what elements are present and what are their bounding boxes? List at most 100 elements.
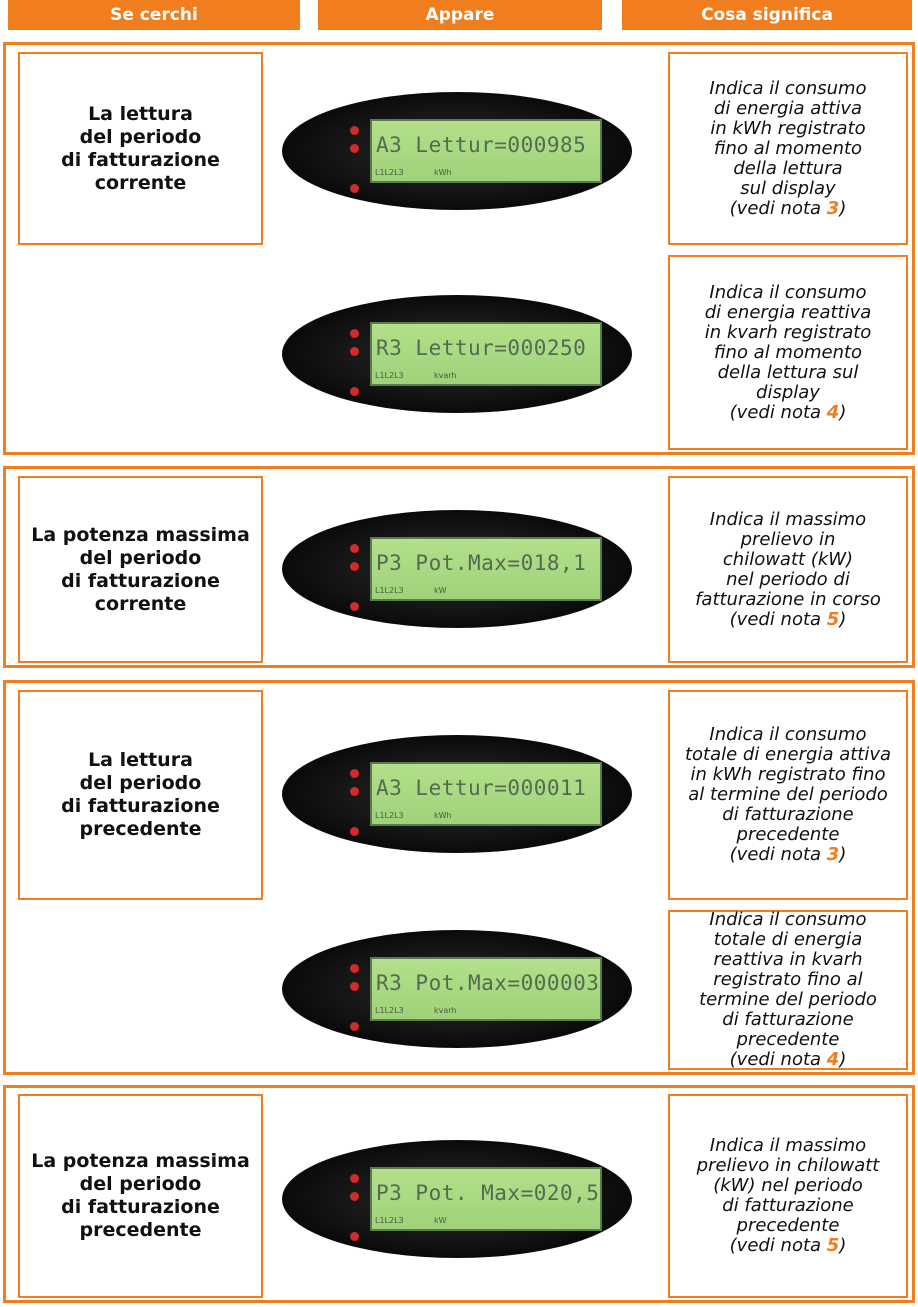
led	[350, 1022, 359, 1031]
lcd-screen: R3 Lettur=000250 L1L2L3 kvarh	[370, 322, 602, 386]
lcd-screen: A3 Lettur=000985 L1L2L3 kWh	[370, 119, 602, 183]
column-header: Cosa significa	[622, 0, 912, 30]
note-number: 5	[826, 1235, 840, 1256]
note: (vedi nota 5)	[730, 1236, 847, 1256]
lcd-unit: kW	[434, 586, 447, 595]
note-suffix: )	[839, 197, 847, 219]
led	[350, 1232, 359, 1241]
note-suffix: )	[839, 608, 847, 630]
note-prefix: (vedi nota	[729, 844, 827, 865]
note-suffix: )	[839, 844, 847, 865]
note: (vedi nota 4)	[729, 401, 847, 423]
note: (vedi nota 3)	[729, 197, 847, 219]
led	[350, 347, 359, 356]
lcd-screen: P3 Pot.Max=018,1 L1L2L3 kW	[370, 537, 602, 601]
meter-display: A3 Lettur=000985 L1L2L3 kWh	[282, 92, 632, 210]
led	[350, 544, 359, 553]
lcd-unit: kWh	[434, 168, 452, 177]
note-prefix: (vedi nota	[729, 1235, 827, 1256]
meaning-box: Indica il massimo prelievo in chilowatt …	[668, 476, 908, 663]
meaning-box: Indica il consumo totale di energia atti…	[668, 690, 908, 900]
note: (vedi nota 3)	[730, 845, 847, 865]
note: (vedi nota 5)	[729, 608, 847, 630]
search-label: La potenza massima del periodo di fattur…	[31, 1150, 250, 1241]
lcd-screen: A3 Lettur=000011 L1L2L3 kWh	[370, 762, 602, 826]
note-number: 3	[826, 197, 840, 219]
lcd-unit: kvarh	[434, 1006, 457, 1015]
section-frame	[3, 680, 915, 1075]
meaning-text: Indica il consumo totale di energia reat…	[699, 909, 877, 1050]
lcd-phases: L1L2L3	[375, 811, 404, 820]
led	[350, 184, 359, 193]
note-number: 4	[826, 1049, 840, 1070]
led	[350, 1174, 359, 1183]
lcd-screen: P3 Pot. Max=020,5 L1L2L3 kW	[370, 1167, 602, 1231]
lcd-unit: kvarh	[434, 371, 457, 380]
section-frame	[3, 466, 915, 668]
note-number: 4	[826, 401, 840, 423]
note-prefix: (vedi nota	[729, 1049, 827, 1070]
note-number: 3	[826, 844, 840, 865]
note-prefix: (vedi nota	[729, 401, 827, 423]
note-prefix: (vedi nota	[729, 197, 827, 219]
search-box: La potenza massima del periodo di fattur…	[18, 476, 263, 663]
meaning-text: Indica il massimo prelievo in chilowatt …	[696, 1135, 880, 1236]
led	[350, 827, 359, 836]
meaning-text: Indica il massimo prelievo in chilowatt …	[695, 508, 881, 610]
led	[350, 562, 359, 571]
lcd-text: R3 Lettur=000250	[376, 336, 587, 360]
meaning-box: Indica il massimo prelievo in chilowatt …	[668, 1094, 908, 1298]
lcd-phases: L1L2L3	[375, 168, 404, 177]
note: (vedi nota 4)	[730, 1050, 847, 1070]
led	[350, 602, 359, 611]
lcd-text: P3 Pot.Max=018,1	[376, 551, 587, 575]
led	[350, 982, 359, 991]
meaning-text: Indica il consumo totale di energia atti…	[684, 724, 892, 845]
meaning-text: Indica il consumo di energia attiva in k…	[709, 77, 867, 199]
meaning-box: Indica il consumo totale di energia reat…	[668, 910, 908, 1070]
meter-display: R3 Lettur=000250 L1L2L3 kvarh	[282, 295, 632, 413]
lcd-unit: kW	[434, 1216, 447, 1225]
lcd-unit: kWh	[434, 811, 452, 820]
note-suffix: )	[839, 401, 847, 423]
lcd-phases: L1L2L3	[375, 586, 404, 595]
led	[350, 329, 359, 338]
led	[350, 964, 359, 973]
section-frame	[3, 1085, 915, 1303]
note-suffix: )	[839, 1049, 847, 1070]
meter-display: P3 Pot. Max=020,5 L1L2L3 kW	[282, 1140, 632, 1258]
led	[350, 387, 359, 396]
note-suffix: )	[839, 1235, 847, 1256]
note-number: 5	[826, 608, 840, 630]
meter-display: R3 Pot.Max=000003 L1L2L3 kvarh	[282, 930, 632, 1048]
lcd-text: R3 Pot.Max=000003	[376, 971, 600, 995]
search-box: La lettura del periodo di fatturazione c…	[18, 52, 263, 245]
column-header: Appare	[318, 0, 602, 30]
meaning-box: Indica il consumo di energia attiva in k…	[668, 52, 908, 245]
lcd-phases: L1L2L3	[375, 371, 404, 380]
lcd-phases: L1L2L3	[375, 1216, 404, 1225]
lcd-text: A3 Lettur=000985	[376, 133, 587, 157]
led	[350, 787, 359, 796]
lcd-phases: L1L2L3	[375, 1006, 404, 1015]
lcd-screen: R3 Pot.Max=000003 L1L2L3 kvarh	[370, 957, 602, 1021]
search-box: La potenza massima del periodo di fattur…	[18, 1094, 263, 1298]
search-label: La lettura del periodo di fatturazione p…	[61, 749, 220, 840]
search-label: La potenza massima del periodo di fattur…	[31, 523, 250, 615]
search-label: La lettura del periodo di fatturazione c…	[61, 102, 220, 194]
lcd-text: A3 Lettur=000011	[376, 776, 587, 800]
led	[350, 144, 359, 153]
search-box: La lettura del periodo di fatturazione p…	[18, 690, 263, 900]
meaning-box: Indica il consumo di energia reattiva in…	[668, 255, 908, 450]
meaning-text: Indica il consumo di energia reattiva in…	[704, 281, 872, 403]
led	[350, 769, 359, 778]
lcd-text: P3 Pot. Max=020,5	[376, 1181, 600, 1205]
led	[350, 126, 359, 135]
note-prefix: (vedi nota	[729, 608, 827, 630]
column-header: Se cerchi	[8, 0, 300, 30]
led	[350, 1192, 359, 1201]
meter-display: A3 Lettur=000011 L1L2L3 kWh	[282, 735, 632, 853]
section-frame	[3, 42, 915, 455]
meter-display: P3 Pot.Max=018,1 L1L2L3 kW	[282, 510, 632, 628]
